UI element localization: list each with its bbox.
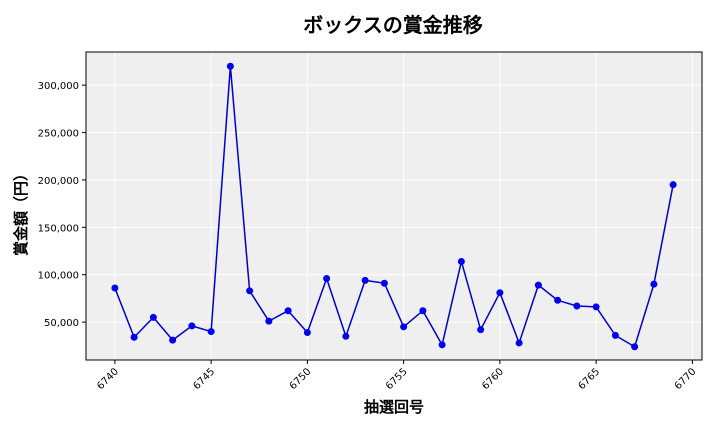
y-axis-label: 賞金額（円）	[12, 166, 30, 256]
x-tick-label: 6750	[288, 366, 314, 392]
x-tick-label: 6770	[673, 366, 699, 392]
x-tick-label: 6765	[576, 366, 602, 392]
y-tick-label: 100,000	[38, 271, 79, 282]
data-point	[111, 284, 119, 292]
data-point	[265, 317, 273, 325]
data-point	[169, 336, 177, 344]
series-layer	[111, 62, 677, 351]
data-point	[400, 323, 408, 331]
data-point	[361, 276, 369, 284]
data-point	[611, 331, 619, 339]
y-tick-label: 200,000	[38, 176, 79, 187]
data-point	[188, 322, 196, 330]
data-point	[592, 303, 600, 311]
y-tick-label: 50,000	[44, 318, 79, 329]
x-axis-label: 抽選回号	[364, 398, 424, 416]
data-point	[631, 343, 639, 351]
x-tick-label: 6760	[480, 366, 506, 392]
data-point	[457, 257, 465, 265]
y-tick-label: 250,000	[38, 129, 79, 140]
data-point	[650, 280, 658, 288]
data-point	[246, 287, 254, 295]
grid	[86, 52, 702, 360]
data-point	[477, 326, 485, 334]
data-point	[130, 333, 138, 341]
data-point	[515, 339, 523, 347]
x-tick-label: 6755	[384, 366, 410, 392]
plot-frame	[85, 51, 703, 361]
data-point	[226, 62, 234, 70]
data-point	[669, 181, 677, 189]
data-point	[554, 296, 562, 304]
data-point	[323, 274, 331, 282]
data-point	[380, 279, 388, 287]
data-point	[534, 281, 542, 289]
data-point	[149, 313, 157, 321]
y-tick-label: 300,000	[38, 81, 79, 92]
x-tick-label: 6740	[95, 366, 121, 392]
chart-title: ボックスの賞金推移	[303, 13, 482, 37]
plot-area	[85, 51, 703, 361]
data-point	[342, 332, 350, 340]
data-point	[303, 329, 311, 337]
data-point	[438, 341, 446, 349]
y-tick-label: 150,000	[38, 223, 79, 234]
data-point	[419, 307, 427, 315]
x-tick-label: 6745	[191, 366, 217, 392]
data-point	[573, 302, 581, 310]
data-point	[284, 307, 292, 315]
data-point	[496, 289, 504, 297]
data-point	[207, 328, 215, 336]
